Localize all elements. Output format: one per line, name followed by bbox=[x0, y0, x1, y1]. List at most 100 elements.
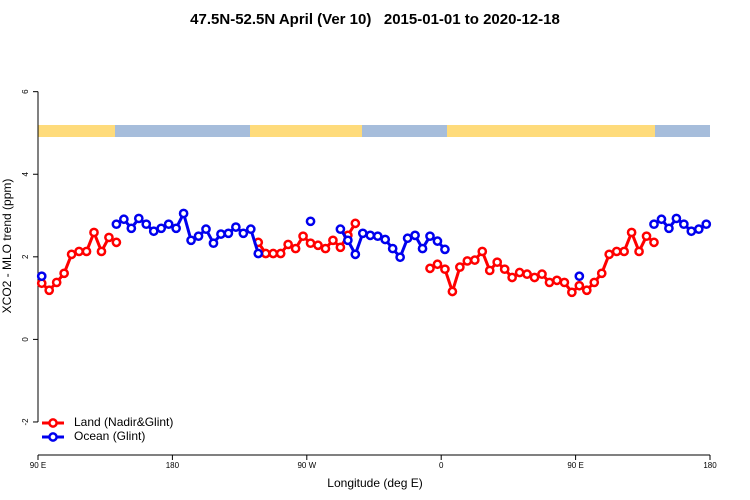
data-point bbox=[656, 214, 667, 225]
data-point bbox=[522, 269, 532, 280]
data-point bbox=[216, 229, 226, 239]
data-point bbox=[604, 249, 615, 260]
data-point bbox=[469, 255, 480, 265]
data-point bbox=[649, 219, 659, 230]
legend: Land (Nadir&Glint)Ocean (Glint) bbox=[42, 415, 173, 443]
data-point bbox=[514, 267, 525, 278]
x-tick-label: 90 E bbox=[567, 461, 583, 470]
data-point bbox=[432, 236, 443, 246]
data-point bbox=[581, 285, 592, 296]
data-point bbox=[133, 213, 144, 224]
y-tick-label: 6 bbox=[21, 89, 30, 94]
data-point bbox=[290, 243, 301, 254]
data-point bbox=[171, 223, 181, 234]
data-point bbox=[141, 219, 152, 230]
y-tick-label: 4 bbox=[21, 171, 30, 176]
y-tick-label: 2 bbox=[21, 254, 30, 259]
data-point bbox=[649, 237, 659, 248]
data-point bbox=[626, 227, 637, 238]
data-point bbox=[148, 226, 159, 237]
legend-label: Land (Nadir&Glint) bbox=[74, 415, 173, 429]
data-point bbox=[253, 248, 264, 259]
data-point bbox=[462, 256, 473, 266]
data-point bbox=[634, 246, 644, 257]
data-point bbox=[402, 233, 413, 244]
data-point bbox=[298, 231, 308, 242]
data-point bbox=[425, 231, 435, 242]
data-point bbox=[567, 287, 577, 298]
land-mask-strip bbox=[38, 125, 710, 137]
legend-label: Ocean (Glint) bbox=[74, 429, 145, 443]
data-point bbox=[619, 246, 629, 257]
data-point bbox=[201, 224, 211, 235]
data-point bbox=[163, 219, 174, 230]
data-point bbox=[596, 268, 607, 279]
data-point bbox=[552, 275, 562, 286]
data-point bbox=[432, 259, 443, 270]
data-point bbox=[574, 280, 585, 291]
data-point bbox=[350, 249, 361, 260]
data-point bbox=[380, 234, 391, 245]
data-point bbox=[335, 224, 346, 235]
data-point bbox=[484, 265, 495, 276]
data-point bbox=[238, 228, 249, 239]
data-point bbox=[440, 244, 450, 255]
x-tick-label: 180 bbox=[703, 461, 717, 470]
data-point bbox=[507, 272, 517, 283]
data-point bbox=[417, 243, 428, 254]
data-point bbox=[126, 223, 137, 234]
data-point bbox=[574, 271, 585, 282]
data-point bbox=[641, 231, 652, 242]
data-point bbox=[156, 223, 167, 234]
data-point bbox=[686, 226, 697, 237]
y-tick-label: 0 bbox=[21, 337, 30, 342]
data-point bbox=[111, 219, 122, 230]
data-point bbox=[96, 246, 107, 257]
data-point bbox=[679, 219, 689, 230]
data-point bbox=[477, 246, 488, 257]
chart-title: 47.5N-52.5N April (Ver 10) 2015-01-01 to… bbox=[190, 11, 560, 28]
data-point bbox=[328, 235, 338, 246]
data-point bbox=[89, 227, 99, 238]
data-point bbox=[664, 223, 674, 234]
y-axis-label: XCO2 - MLO trend (ppm) bbox=[0, 179, 14, 314]
data-point bbox=[410, 230, 420, 241]
data-point bbox=[260, 248, 271, 259]
data-point bbox=[66, 249, 77, 260]
data-point bbox=[395, 252, 405, 263]
data-point bbox=[372, 231, 383, 242]
data-point bbox=[223, 228, 234, 239]
data-point bbox=[313, 240, 323, 251]
data-point bbox=[693, 224, 704, 235]
y-tick-label: -2 bbox=[21, 418, 30, 426]
data-point bbox=[544, 277, 555, 288]
data-point bbox=[74, 246, 84, 257]
x-tick-label: 90 E bbox=[30, 461, 46, 470]
data-point bbox=[245, 224, 256, 235]
legend-marker bbox=[48, 418, 58, 428]
data-point bbox=[305, 238, 316, 249]
data-point bbox=[104, 232, 114, 243]
data-point bbox=[671, 213, 682, 224]
data-point bbox=[335, 242, 346, 253]
data-point bbox=[492, 257, 503, 268]
data-point bbox=[36, 271, 47, 282]
data-point bbox=[268, 248, 279, 259]
data-point bbox=[447, 286, 458, 297]
data-point bbox=[186, 235, 196, 246]
data-point bbox=[208, 238, 219, 249]
data-point bbox=[51, 277, 62, 288]
x-tick-label: 0 bbox=[439, 461, 444, 470]
data-point bbox=[357, 228, 368, 239]
data-point bbox=[193, 231, 204, 242]
data-point bbox=[440, 264, 450, 275]
data-point bbox=[529, 272, 540, 283]
data-point bbox=[59, 268, 69, 279]
x-axis-label: Longitude (deg E) bbox=[327, 476, 422, 490]
data-point bbox=[559, 277, 570, 288]
data-point bbox=[611, 246, 622, 257]
data-point bbox=[320, 243, 331, 254]
data-point bbox=[275, 248, 286, 259]
data-point bbox=[350, 218, 361, 229]
